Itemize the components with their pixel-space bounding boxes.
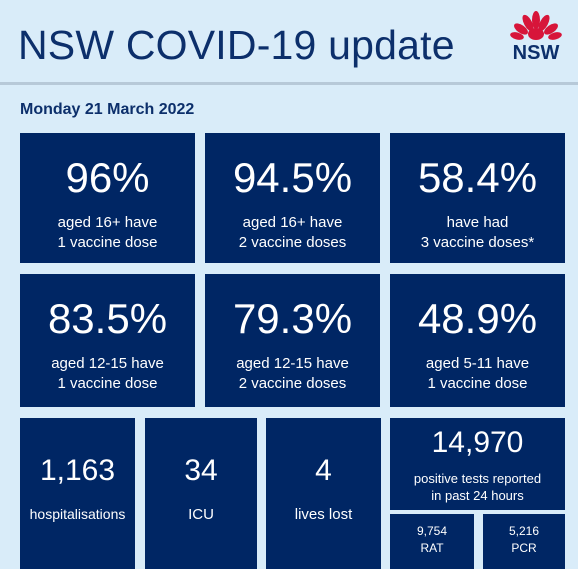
header-divider [0,82,578,85]
tile-value: 58.4% [417,154,538,201]
tile-label: aged 16+ have 2 vaccine doses [205,213,380,253]
rat-tile: 9,754 RAT [390,514,474,569]
tile-value: 83.5% [47,295,168,342]
tile-label-line1: aged 12-15 have [51,355,164,372]
tile-value: 94.5% [232,154,353,201]
tile-value: 96% [65,154,150,201]
tile-label-line2: 1 vaccine dose [427,375,528,392]
rat-value: 9,754 [416,524,448,538]
icu-value: 34 [184,454,218,487]
icu-label: ICU [188,506,214,523]
pcr-tile: 5,216 PCR [483,514,565,569]
nsw-waratah-logo: NSW [506,8,566,68]
update-date: Monday 21 March 2022 [20,101,195,118]
tile-label-line2: 2 vaccine doses [238,234,347,251]
tile-label-line2: 1 vaccine dose [57,234,158,251]
tile-value: 79.3% [232,295,353,342]
positive-tests-label-line1: positive tests reported [413,471,542,486]
lives-lost-value: 4 [315,454,332,487]
tile-label: have had 3 vaccine doses* [390,213,565,253]
positive-tests-label: positive tests reported in past 24 hours [390,470,565,504]
tile-label: aged 5-11 have 1 vaccine dose [390,354,565,394]
tile-label-line1: aged 12-15 have [236,355,349,372]
page-title: NSW COVID-19 update [18,22,455,68]
logo-text: NSW [512,42,560,64]
vaccine-tile-5-11-1-dose: 48.9% aged 5-11 have 1 vaccine dose [390,274,565,407]
waratah-flower-icon [510,11,562,40]
positive-tests-value: 14,970 [431,426,524,459]
vaccine-tile-3-doses: 58.4% have had 3 vaccine doses* [390,133,565,263]
positive-tests-tile: 14,970 positive tests reported in past 2… [390,418,565,510]
tile-value: 48.9% [417,295,538,342]
hospitalisations-tile: 1,163 hospitalisations [20,418,135,569]
tile-label: aged 12-15 have 1 vaccine dose [20,354,195,394]
lives-lost-label: lives lost [294,506,353,523]
tile-label-line1: aged 16+ have [57,214,158,231]
tile-label: aged 12-15 have 2 vaccine doses [205,354,380,394]
positive-tests-label-line2: in past 24 hours [431,488,524,503]
rat-label: RAT [420,541,444,555]
tile-label-line1: aged 5-11 have [425,355,530,372]
tile-label-line1: aged 16+ have [242,214,343,231]
tile-label-line2: 3 vaccine doses* [420,234,535,251]
hospitalisations-value: 1,163 [39,454,116,487]
pcr-label: PCR [511,541,537,555]
vaccine-tile-12-15-2-doses: 79.3% aged 12-15 have 2 vaccine doses [205,274,380,407]
vaccine-tile-16plus-1-dose: 96% aged 16+ have 1 vaccine dose [20,133,195,263]
tile-label: aged 16+ have 1 vaccine dose [20,213,195,253]
hospitalisations-label: hospitalisations [29,506,126,522]
pcr-value: 5,216 [508,524,540,538]
vaccine-tile-16plus-2-doses: 94.5% aged 16+ have 2 vaccine doses [205,133,380,263]
tile-label-line1: have had [446,214,509,231]
lives-lost-tile: 4 lives lost [266,418,381,569]
icu-tile: 34 ICU [145,418,257,569]
tile-label-line2: 2 vaccine doses [238,375,347,392]
vaccine-tile-12-15-1-dose: 83.5% aged 12-15 have 1 vaccine dose [20,274,195,407]
tile-label-line2: 1 vaccine dose [57,375,158,392]
